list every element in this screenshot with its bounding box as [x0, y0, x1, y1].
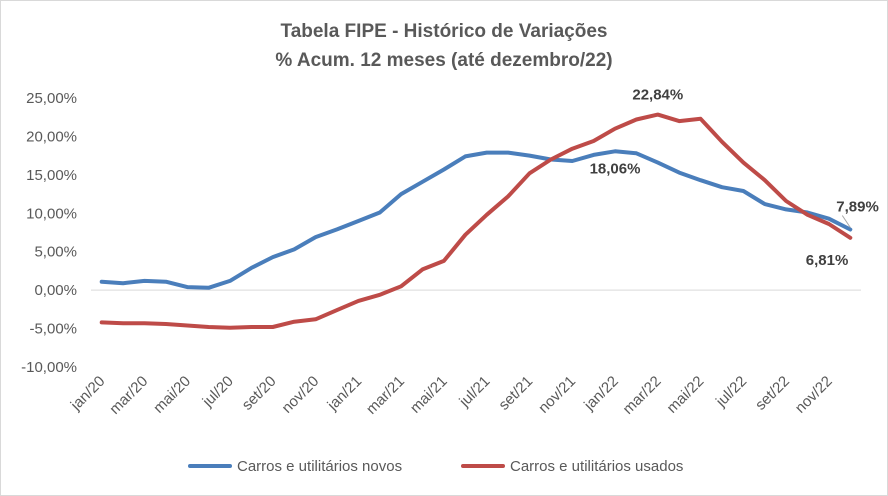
y-tick-label: 5,00%	[34, 244, 77, 261]
y-tick-label: 10,00%	[26, 205, 77, 222]
data-label: 6,81%	[806, 252, 849, 269]
legend-label-novos: Carros e utilitários novos	[237, 458, 402, 475]
series-line-novos	[99, 149, 853, 290]
y-tick-label: 25,00%	[26, 90, 77, 107]
x-tick-label: mai/21	[407, 373, 451, 417]
x-tick-label: jan/22	[580, 373, 622, 415]
y-tick-label: 15,00%	[26, 167, 77, 184]
y-axis: 25,00% 20,00% 15,00% 10,00% 5,00% 0,00% -5,00%…	[21, 90, 77, 376]
x-tick-label: jan/21	[324, 373, 366, 415]
x-tick-label: set/22	[752, 373, 793, 414]
x-tick-label: jan/20	[67, 373, 109, 415]
x-tick-label: jul/22	[712, 373, 750, 411]
data-label: 22,84%	[632, 87, 683, 104]
legend: Carros e utilitários novos Carros e util…	[188, 458, 683, 475]
x-tick-label: mar/22	[620, 373, 665, 418]
series-line-usados	[99, 112, 853, 330]
x-tick-label: mar/20	[106, 373, 151, 418]
legend-label-usados: Carros e utilitários usados	[510, 458, 683, 475]
y-tick-label: 0,00%	[34, 282, 77, 299]
data-label: 7,89%	[836, 199, 879, 216]
x-tick-label: nov/20	[279, 373, 323, 417]
x-tick-label: set/21	[495, 373, 536, 414]
data-label: 18,06%	[590, 160, 641, 177]
x-tick-label: nov/21	[535, 373, 579, 417]
x-tick-label: mai/20	[150, 373, 194, 417]
y-tick-label: -5,00%	[29, 321, 77, 338]
x-tick-label: nov/22	[792, 373, 836, 417]
x-tick-label: set/20	[239, 373, 280, 414]
x-tick-label: jul/21	[455, 373, 493, 411]
x-tick-label: jul/20	[199, 373, 237, 411]
data-labels: 22,84% 18,06% 7,89% 6,81%	[590, 87, 879, 269]
plot-area	[99, 112, 853, 330]
y-tick-label: 20,00%	[26, 128, 77, 145]
label-leader-line	[841, 215, 851, 228]
chart-title: Tabela FIPE - Histórico de Variações	[281, 21, 608, 42]
x-tick-label: mar/21	[363, 373, 408, 418]
x-tick-label: mai/22	[664, 373, 708, 417]
chart-subtitle: % Acum. 12 meses (até dezembro/22)	[275, 50, 612, 71]
y-tick-label: -10,00%	[21, 359, 77, 376]
